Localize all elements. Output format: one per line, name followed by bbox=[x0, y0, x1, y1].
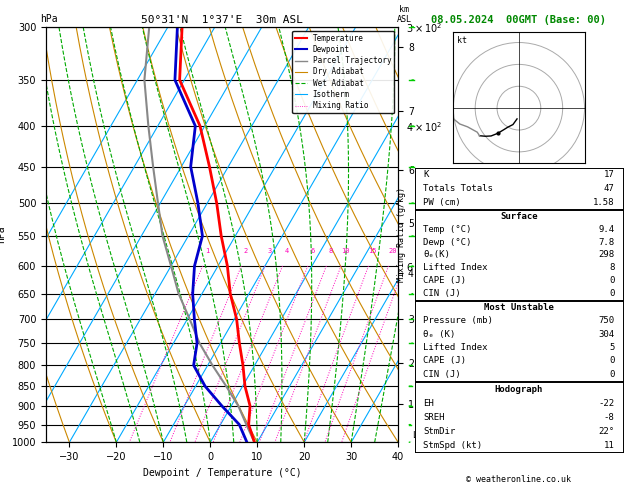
Text: Temp (°C): Temp (°C) bbox=[423, 225, 472, 234]
Text: StmDir: StmDir bbox=[423, 427, 455, 436]
Text: CIN (J): CIN (J) bbox=[423, 289, 461, 298]
Text: 5: 5 bbox=[609, 343, 615, 352]
Text: 1: 1 bbox=[206, 248, 209, 254]
Text: Hodograph: Hodograph bbox=[495, 384, 543, 394]
Text: 0: 0 bbox=[609, 370, 615, 379]
Text: © weatheronline.co.uk: © weatheronline.co.uk bbox=[467, 474, 571, 484]
Text: EH: EH bbox=[423, 399, 434, 408]
Text: θₑ(K): θₑ(K) bbox=[423, 250, 450, 260]
Text: 8: 8 bbox=[329, 248, 333, 254]
Text: PW (cm): PW (cm) bbox=[423, 198, 461, 207]
Text: K: K bbox=[423, 170, 429, 179]
Y-axis label: km
ASL: km ASL bbox=[454, 235, 472, 256]
Text: SREH: SREH bbox=[423, 413, 445, 422]
Text: 3: 3 bbox=[268, 248, 272, 254]
Text: hPa: hPa bbox=[40, 14, 57, 24]
Text: 8: 8 bbox=[609, 263, 615, 272]
Title: 50°31'N  1°37'E  30m ASL: 50°31'N 1°37'E 30m ASL bbox=[141, 15, 303, 25]
Text: 08.05.2024  00GMT (Base: 00): 08.05.2024 00GMT (Base: 00) bbox=[431, 15, 606, 25]
Text: 2: 2 bbox=[244, 248, 248, 254]
Text: 0: 0 bbox=[609, 289, 615, 298]
Text: 750: 750 bbox=[598, 316, 615, 326]
Text: Most Unstable: Most Unstable bbox=[484, 303, 554, 312]
Text: 7.8: 7.8 bbox=[598, 238, 615, 246]
Text: Dewp (°C): Dewp (°C) bbox=[423, 238, 472, 246]
Text: km
ASL: km ASL bbox=[397, 5, 412, 24]
Text: -22: -22 bbox=[598, 399, 615, 408]
Legend: Temperature, Dewpoint, Parcel Trajectory, Dry Adiabat, Wet Adiabat, Isotherm, Mi: Temperature, Dewpoint, Parcel Trajectory… bbox=[292, 31, 394, 113]
Text: Surface: Surface bbox=[500, 212, 538, 221]
Text: 9.4: 9.4 bbox=[598, 225, 615, 234]
X-axis label: Dewpoint / Temperature (°C): Dewpoint / Temperature (°C) bbox=[143, 468, 301, 478]
Text: 0: 0 bbox=[609, 276, 615, 285]
Y-axis label: hPa: hPa bbox=[0, 226, 6, 243]
Text: Pressure (mb): Pressure (mb) bbox=[423, 316, 493, 326]
Text: Lifted Index: Lifted Index bbox=[423, 343, 488, 352]
Text: LCL: LCL bbox=[412, 431, 427, 440]
Text: θₑ (K): θₑ (K) bbox=[423, 330, 455, 339]
Text: 15: 15 bbox=[369, 248, 377, 254]
Text: 20: 20 bbox=[389, 248, 397, 254]
Text: 298: 298 bbox=[598, 250, 615, 260]
Text: 47: 47 bbox=[604, 184, 615, 193]
Text: 304: 304 bbox=[598, 330, 615, 339]
Text: 10: 10 bbox=[341, 248, 350, 254]
Text: kt: kt bbox=[457, 35, 467, 45]
Text: 0: 0 bbox=[609, 356, 615, 365]
Text: 4: 4 bbox=[285, 248, 289, 254]
Text: StmSpd (kt): StmSpd (kt) bbox=[423, 441, 482, 450]
Text: Totals Totals: Totals Totals bbox=[423, 184, 493, 193]
Text: 6: 6 bbox=[310, 248, 314, 254]
Text: CAPE (J): CAPE (J) bbox=[423, 356, 467, 365]
Text: 22°: 22° bbox=[598, 427, 615, 436]
Text: Lifted Index: Lifted Index bbox=[423, 263, 488, 272]
Text: CIN (J): CIN (J) bbox=[423, 370, 461, 379]
Text: -8: -8 bbox=[604, 413, 615, 422]
Text: Mixing Ratio (g/kg): Mixing Ratio (g/kg) bbox=[397, 187, 406, 282]
Text: CAPE (J): CAPE (J) bbox=[423, 276, 467, 285]
Text: 1.58: 1.58 bbox=[593, 198, 615, 207]
Text: 17: 17 bbox=[604, 170, 615, 179]
Text: 11: 11 bbox=[604, 441, 615, 450]
